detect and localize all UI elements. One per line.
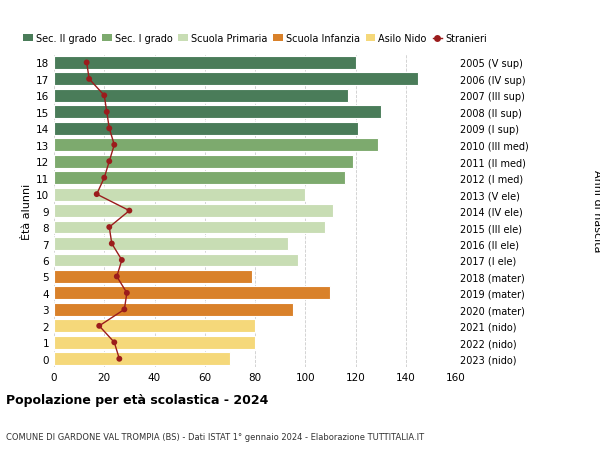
Point: [102, 109, 112, 116]
Bar: [54, 188, 305, 201]
Y-axis label: Ètà alunni: Ètà alunni: [22, 183, 32, 239]
Bar: [54, 205, 333, 218]
Bar: [54, 353, 230, 365]
Bar: [54, 90, 348, 102]
Point: [110, 339, 119, 346]
Point: [119, 306, 129, 313]
Point: [85, 76, 94, 84]
Bar: [54, 254, 298, 267]
Point: [100, 92, 109, 100]
Bar: [54, 320, 255, 332]
Point: [92, 191, 101, 198]
Bar: [54, 270, 253, 283]
Bar: [54, 123, 358, 135]
Point: [115, 355, 124, 363]
Bar: [54, 238, 287, 251]
Bar: [54, 287, 331, 300]
Bar: [54, 156, 353, 168]
Bar: [54, 172, 346, 185]
Point: [117, 257, 127, 264]
Point: [112, 273, 122, 280]
Point: [122, 290, 131, 297]
Bar: [54, 221, 325, 234]
Point: [82, 60, 91, 67]
Text: COMUNE DI GARDONE VAL TROMPIA (BS) - Dati ISTAT 1° gennaio 2024 - Elaborazione T: COMUNE DI GARDONE VAL TROMPIA (BS) - Dat…: [6, 431, 424, 441]
Legend: Sec. II grado, Sec. I grado, Scuola Primaria, Scuola Infanzia, Asilo Nido, Stran: Sec. II grado, Sec. I grado, Scuola Prim…: [23, 34, 487, 44]
Bar: [54, 106, 380, 119]
Point: [125, 207, 134, 215]
Point: [107, 241, 116, 248]
Point: [100, 174, 109, 182]
Point: [104, 224, 114, 231]
Bar: [54, 57, 355, 70]
Text: Anni di nascita: Anni di nascita: [592, 170, 600, 252]
Bar: [54, 303, 293, 316]
Bar: [54, 139, 378, 152]
Bar: [54, 73, 418, 86]
Point: [94, 323, 104, 330]
Bar: [54, 336, 255, 349]
Text: Popolazione per età scolastica - 2024: Popolazione per età scolastica - 2024: [6, 393, 268, 406]
Point: [104, 125, 114, 133]
Point: [110, 142, 119, 149]
Point: [104, 158, 114, 166]
